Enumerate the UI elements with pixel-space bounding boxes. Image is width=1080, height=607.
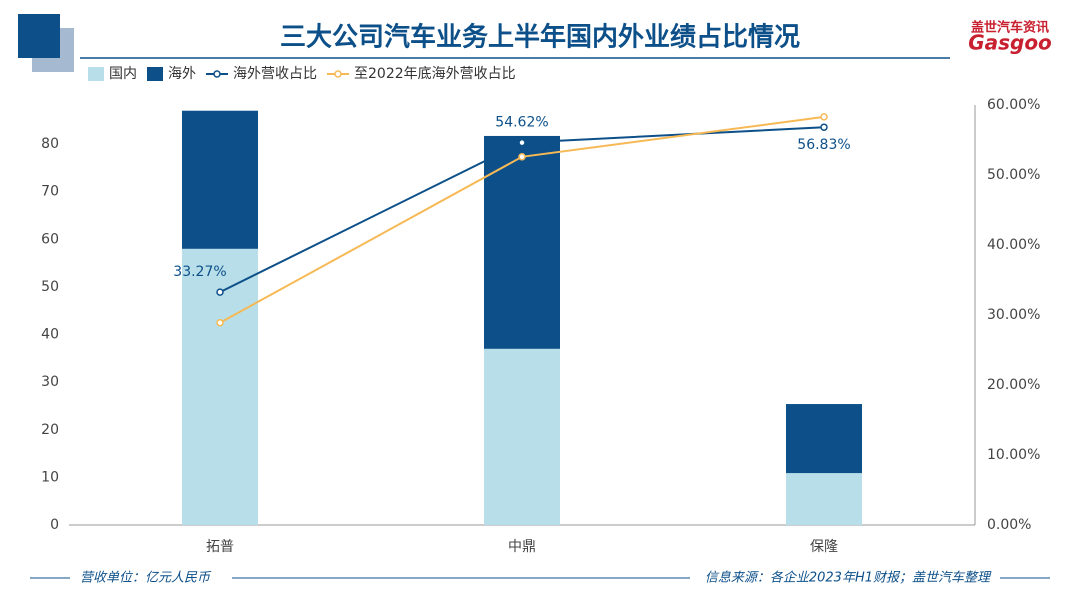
bar [484, 135, 560, 349]
legend-marker [213, 70, 221, 78]
chart-title: 三大公司汽车业务上半年国内外业绩占比情况 [280, 22, 800, 53]
y2-tick-label: 30.00% [987, 307, 1040, 323]
line-point [216, 288, 224, 296]
logo-word: Gasgoo [968, 31, 1052, 55]
legend-label: 国内 [109, 66, 137, 82]
corner-block [18, 14, 60, 58]
bar [182, 110, 258, 249]
line-point [518, 138, 526, 147]
y2-tick-label: 20.00% [987, 377, 1040, 393]
y-tick-label: 50 [41, 279, 59, 295]
line-point [820, 113, 828, 121]
footer-source: 信息来源：各企业2023年H1财报；盖世汽车整理 [705, 570, 992, 586]
y2-tick-label: 0.00% [987, 517, 1031, 533]
y2-tick-label: 10.00% [987, 447, 1040, 463]
line-point [820, 123, 828, 131]
y2-tick-label: 50.00% [987, 167, 1040, 183]
legend-label: 海外 [168, 66, 196, 82]
line-point [216, 318, 224, 327]
y-tick-label: 30 [41, 374, 59, 390]
x-tick-label: 拓普 [206, 539, 234, 555]
y-tick-label: 60 [41, 231, 59, 247]
x-tick-label: 中鼎 [508, 539, 536, 555]
logo: 盖世汽车资讯 [971, 20, 1049, 36]
y2-tick-label: 40.00% [987, 237, 1040, 253]
legend-label: 海外营收占比 [233, 66, 317, 82]
footer-unit: 营收单位：亿元人民币 [80, 570, 212, 586]
y-tick-label: 70 [41, 184, 59, 200]
legend-swatch [147, 67, 163, 81]
legend-label: 至2022年底海外营收占比 [354, 66, 516, 82]
x-tick-label: 保隆 [810, 539, 838, 555]
y-tick-label: 80 [41, 136, 59, 152]
legend-marker [334, 70, 342, 78]
y-tick-label: 0 [50, 517, 59, 533]
line-point [518, 153, 526, 161]
bar [786, 404, 862, 474]
y-tick-label: 20 [41, 422, 59, 438]
y2-tick-label: 60.00% [987, 97, 1040, 113]
bar [786, 473, 862, 525]
bar [484, 348, 560, 525]
legend-swatch [88, 67, 104, 81]
y-tick-label: 40 [41, 327, 59, 343]
data-label: 54.62% [495, 115, 548, 131]
y-tick-label: 10 [41, 469, 59, 485]
data-label: 56.83% [797, 137, 850, 153]
data-label: 33.27% [173, 264, 226, 280]
